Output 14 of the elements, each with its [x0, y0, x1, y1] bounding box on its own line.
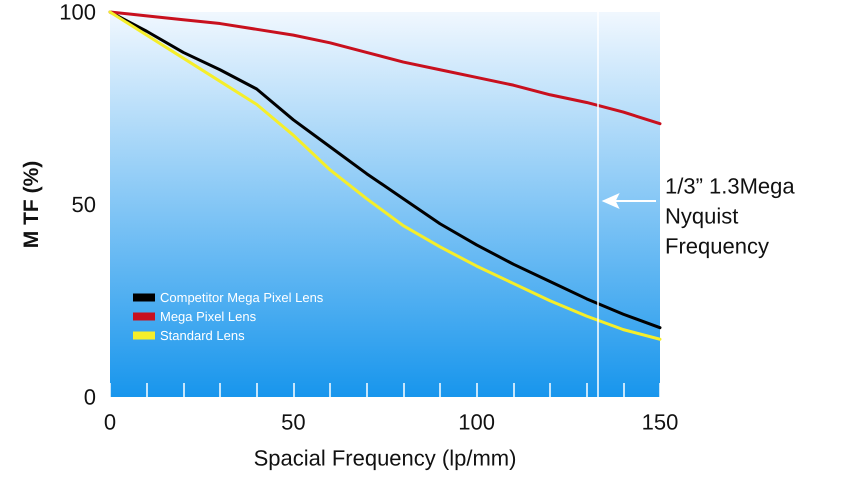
legend-label: Competitor Mega Pixel Lens: [160, 290, 324, 305]
x-axis-title: Spacial Frequency (lp/mm): [254, 446, 516, 470]
x-tick-label: 100: [458, 410, 496, 434]
x-tick-label: 150: [642, 410, 678, 434]
y-tick-label: 100: [59, 0, 96, 24]
y-tick-label: 50: [72, 192, 96, 217]
legend-label: Standard Lens: [160, 328, 246, 343]
x-tick-label: 50: [281, 410, 306, 434]
y-tick-label: 0: [84, 384, 96, 410]
x-tick-label: 0: [104, 410, 116, 434]
legend-label: Mega Pixel Lens: [160, 309, 257, 324]
y-axis-title: M TF (%): [20, 160, 43, 248]
line-series: [108, 10, 662, 126]
ref-line-label: 1/3” 1.3Mega Nyquist Frequency: [665, 174, 796, 258]
